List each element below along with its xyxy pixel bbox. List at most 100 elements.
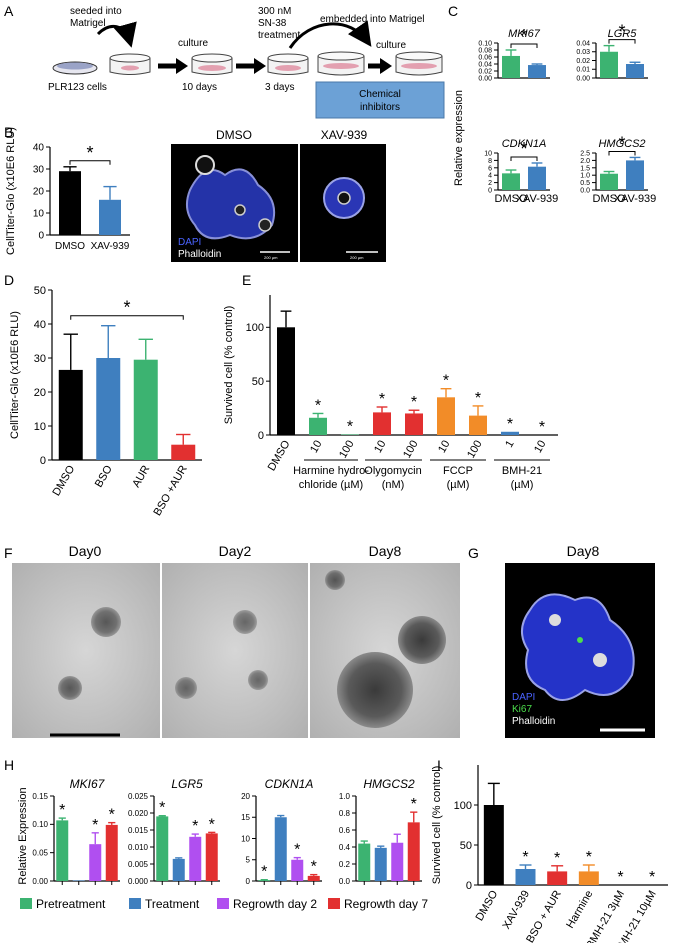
h4-bar bbox=[407, 822, 420, 881]
h2-ytick-label: 0.010 bbox=[128, 843, 149, 852]
c1-bar bbox=[502, 55, 520, 78]
panel-letter-g: G bbox=[468, 545, 479, 561]
h4-ytick-label: 1.0 bbox=[339, 792, 351, 801]
c3-ytick-label: 10 bbox=[484, 150, 492, 157]
h2-ytick-label: 0.000 bbox=[128, 877, 149, 886]
h-legend-pretreatment: Pretreatment bbox=[36, 897, 106, 911]
c3-ytick-label: 8 bbox=[488, 158, 492, 165]
c4-sig-bracket bbox=[608, 150, 636, 156]
h1-ytick-label: 0.05 bbox=[32, 848, 48, 857]
b-ytick-label: 10 bbox=[33, 209, 45, 220]
e-group-labels: Harmine hydro- chloride (µM) Olygomycin … bbox=[293, 459, 550, 491]
d-ytick-label: 30 bbox=[34, 353, 46, 365]
h1-bar bbox=[89, 844, 102, 881]
e-group-bmh-2: (µM) bbox=[511, 479, 534, 491]
e-group-fccp-1: FCCP bbox=[443, 465, 473, 477]
d-xtick-label: BSO +AUR bbox=[151, 463, 189, 517]
c2-title: LGR5 bbox=[608, 28, 638, 40]
e-bar bbox=[405, 413, 423, 435]
a-embedded-label: embedded into Matrigel bbox=[320, 14, 425, 25]
i-bar bbox=[515, 869, 536, 885]
h-legend-regrowth7: Regrowth day 7 bbox=[344, 897, 428, 911]
c1-ytick-label: 0.00 bbox=[478, 75, 492, 82]
c3-title: CDKN1A bbox=[502, 138, 547, 150]
d-xtick-label: AUR bbox=[130, 463, 152, 489]
h-legend-swatch-regrowth7 bbox=[328, 898, 340, 909]
panel-letter-e: E bbox=[242, 272, 251, 288]
f-day0-micrograph bbox=[12, 563, 160, 738]
h1-bar bbox=[56, 820, 69, 881]
c1-ytick-label: 0.04 bbox=[478, 61, 492, 68]
panel-letter-i: I bbox=[437, 757, 441, 773]
c1-sig-bracket bbox=[510, 43, 538, 48]
c3-xtick-label: DMSO bbox=[495, 193, 528, 205]
d-ytick-label: 10 bbox=[34, 421, 46, 433]
h4-ytick-label: 0.6 bbox=[339, 826, 351, 835]
d-xtick-label: DMSO bbox=[50, 463, 77, 498]
i-xtick-label: DMSO bbox=[474, 888, 501, 923]
c4-ytick-label: 0.0 bbox=[580, 187, 590, 194]
h3-bar bbox=[258, 880, 271, 881]
d-ytick-label: 40 bbox=[34, 319, 46, 331]
h-legend-regrowth2: Regrowth day 2 bbox=[233, 897, 317, 911]
c1-title: MKI67 bbox=[508, 28, 541, 40]
c2-bar bbox=[626, 64, 644, 78]
f-day2-label: Day2 bbox=[219, 543, 252, 559]
a-sn2-label: SN-38 bbox=[258, 18, 287, 29]
c4-ytick-label: 2.0 bbox=[580, 158, 590, 165]
h2-ytick-label: 0.005 bbox=[128, 860, 149, 869]
panel-f-images: Day0 Day2 Day8 bbox=[12, 543, 460, 738]
f-day2-micrograph bbox=[162, 563, 308, 738]
h3-sig-star: * bbox=[311, 859, 317, 876]
h2-bar bbox=[172, 858, 185, 881]
e-sig-star: * bbox=[315, 397, 321, 414]
c3-ytick-label: 4 bbox=[488, 173, 492, 180]
c4-ytick-label: 1.0 bbox=[580, 173, 590, 180]
g-ki67-label: Ki67 bbox=[512, 704, 532, 715]
h1-bar bbox=[72, 880, 85, 881]
f-day8-organoid-large bbox=[337, 652, 413, 728]
b-sig-bracket bbox=[69, 160, 111, 165]
h3-ytick-label: 20 bbox=[241, 792, 250, 801]
h1-bar bbox=[105, 824, 118, 881]
a-chem-line2: inhibitors bbox=[360, 102, 400, 113]
e-group-oligo-1: Olygomycin bbox=[364, 465, 421, 477]
h2-sig-star: * bbox=[209, 816, 215, 833]
panel-b-images: DMSO XAV-939 DAPI Phalloidin 200 µm 200 … bbox=[171, 128, 386, 262]
e-bar bbox=[469, 415, 487, 435]
e-xtick-label: 100 bbox=[337, 439, 357, 461]
h4-bar bbox=[374, 847, 387, 881]
b-phalloidin-label: Phalloidin bbox=[178, 249, 221, 260]
b-xtick-label: DMSO bbox=[55, 241, 85, 252]
a-dish-3 bbox=[267, 53, 309, 75]
c1-bar bbox=[528, 65, 546, 78]
b-bar bbox=[59, 171, 81, 235]
c4-bar bbox=[600, 173, 618, 190]
b-xtick-label: XAV-939 bbox=[91, 241, 130, 252]
d-ytick-label: 0 bbox=[40, 455, 46, 467]
e-xtick-label: 10 bbox=[532, 439, 549, 456]
h3-bar bbox=[274, 817, 287, 881]
h3-title: CDKN1A bbox=[265, 777, 314, 791]
panel-letter-a: A bbox=[4, 3, 14, 19]
h1-ytick-label: 0.10 bbox=[32, 820, 48, 829]
e-bar bbox=[373, 412, 391, 435]
panel-letter-d: D bbox=[4, 272, 14, 288]
i-xtick-label: Harmine bbox=[564, 889, 595, 931]
h-legend-swatch-treatment bbox=[129, 898, 141, 909]
e-xtick-label: 10 bbox=[436, 439, 453, 456]
e-sig-star: * bbox=[443, 373, 449, 390]
e-sig-star: * bbox=[411, 394, 417, 411]
i-ytick-label: 0 bbox=[466, 880, 472, 892]
a-cell-layer bbox=[57, 62, 93, 70]
h3-ytick-label: 5 bbox=[246, 856, 251, 865]
e-bar bbox=[341, 434, 359, 435]
e-sig-star: * bbox=[475, 390, 481, 407]
panel-letter-c: C bbox=[448, 3, 458, 19]
i-ytick-label: 50 bbox=[460, 840, 472, 852]
b-dapi-label: DAPI bbox=[178, 237, 201, 248]
panel-g-image: Day8 DAPI Ki67 Phalloidin bbox=[505, 543, 655, 738]
h2-sig-star: * bbox=[192, 818, 198, 835]
h2-ytick-label: 0.020 bbox=[128, 809, 149, 818]
